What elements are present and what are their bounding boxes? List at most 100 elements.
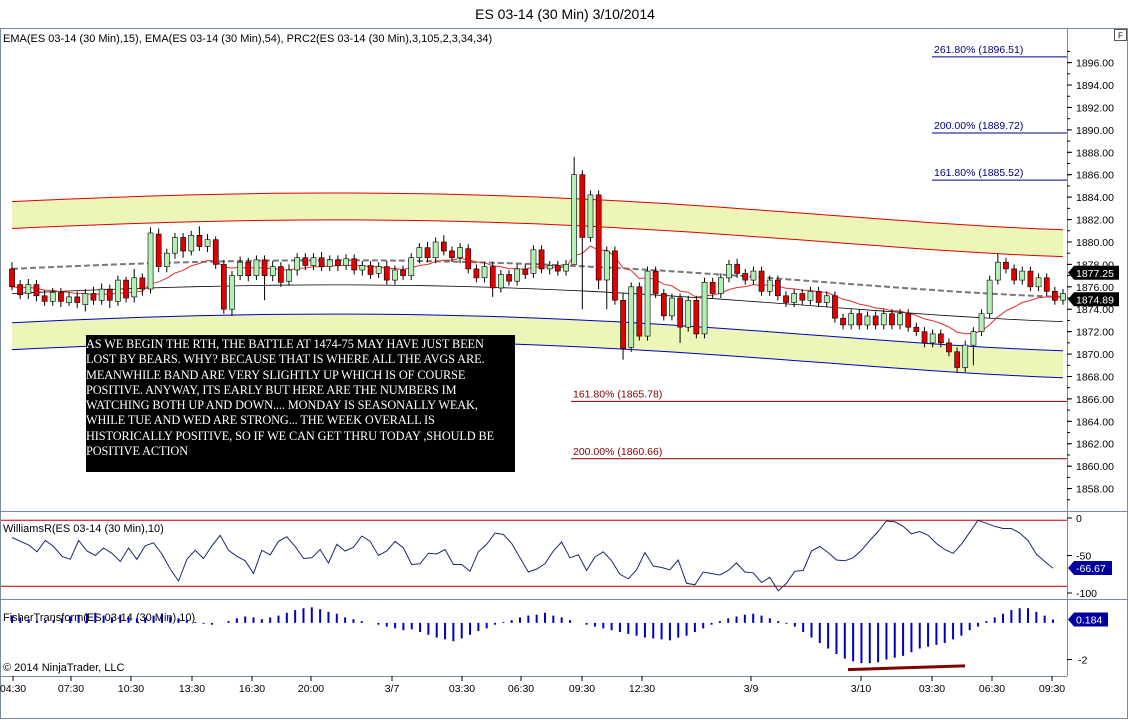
williams-tick-label: -100: [1076, 588, 1097, 600]
last-price-marker: [1068, 265, 1119, 280]
candle-body: [538, 249, 545, 270]
price-bands: [11, 192, 1064, 379]
ema-15-line: [11, 245, 1064, 335]
candle-body: [261, 259, 268, 276]
candle-body: [17, 284, 24, 296]
lower-band-inner: [11, 313, 1064, 352]
candle-body: [473, 268, 480, 279]
candle-body: [335, 259, 341, 266]
candle-body: [620, 299, 626, 349]
candle-body: [799, 293, 806, 301]
price-tick-label: 1872.00: [1076, 327, 1114, 339]
properties-button[interactable]: [1114, 29, 1127, 41]
williams-r-line: 0 -50 -100 -66.67: [1, 513, 1112, 600]
candle-body: [106, 288, 113, 301]
candle-body: [937, 333, 944, 344]
candle-body: [172, 237, 178, 254]
candle-body: [717, 277, 724, 294]
fib-level-label: 161.80% (1885.52): [934, 167, 1023, 179]
candle-body: [164, 252, 170, 267]
time-axis: 04:30 07:30 10:30 13:30 16:30 20:00 3/7 03:30 06…: [0, 676, 1065, 695]
candle-body: [685, 299, 692, 328]
price-tick-label: 1866.00: [1076, 394, 1114, 406]
fisher-transform-bars: -2 0.184: [11, 607, 1108, 672]
williams-label: WilliamsR(ES 03-14 (30 Min),10): [3, 523, 164, 535]
candle-body: [783, 295, 789, 303]
price-axis: 1858.00 1860.00 1862.00 1864.00 1866.00 1868.…: [1067, 50, 1114, 501]
candle-body: [302, 257, 309, 266]
time-tick-label: 09:30: [569, 683, 595, 695]
candle-body: [343, 258, 349, 266]
candle-body: [848, 313, 854, 326]
candle-body: [383, 266, 390, 281]
candle-body: [155, 233, 162, 267]
candle-body: [832, 295, 838, 319]
candle-body: [432, 241, 439, 258]
candle-body: [424, 247, 431, 259]
time-tick-label: 16:30: [239, 683, 265, 695]
last-price-marker: [1068, 292, 1119, 307]
candle-body: [82, 293, 89, 305]
candle-body: [286, 269, 292, 282]
candle-body: [326, 259, 333, 267]
candle-body: [465, 248, 472, 270]
candle-body: [970, 331, 977, 346]
candle-body: [660, 293, 667, 317]
candle-body: [978, 313, 985, 332]
candle-body: [115, 279, 121, 302]
price-tick-label: 1882.00: [1076, 215, 1114, 227]
candle-body: [962, 344, 969, 368]
candle-body: [416, 247, 423, 259]
time-tick-label: 09:30: [1039, 683, 1065, 695]
candle-body: [514, 268, 520, 282]
time-tick-label: 03:30: [449, 683, 475, 695]
candle-body: [49, 292, 56, 302]
candle-body: [954, 351, 960, 368]
candle-body: [41, 295, 48, 302]
candle-body: [603, 250, 610, 281]
fib-level-label: 200.00% (1889.72): [934, 120, 1023, 132]
candle-body: [1060, 293, 1066, 301]
candle-body: [1011, 268, 1017, 281]
candlesticks: [9, 156, 1066, 373]
candle-body: [986, 279, 993, 315]
time-tick-label: 12:30: [629, 683, 655, 695]
candle-body: [74, 296, 81, 303]
candle-body: [367, 265, 374, 275]
fisher-value-marker: [1068, 612, 1108, 627]
candle-body: [612, 250, 618, 301]
time-tick-label: 04:30: [0, 683, 26, 695]
candle-body: [742, 273, 749, 281]
price-tick-label: 1862.00: [1076, 439, 1114, 451]
candle-body: [25, 284, 32, 294]
time-tick-label: 13:30: [179, 683, 205, 695]
candle-body: [277, 266, 284, 283]
candle-body: [269, 266, 276, 276]
candle-body: [449, 250, 455, 258]
candle-body: [457, 247, 464, 259]
price-tick-label: 1876.00: [1076, 282, 1114, 294]
regression-midline: [11, 259, 1064, 298]
fisher-label: FisherTransform(ES 03-14 (30 Min),10): [3, 612, 195, 624]
candle-body: [693, 299, 700, 335]
candle-body: [237, 261, 244, 277]
time-tick-label: 06:30: [508, 683, 534, 695]
fisher-tick-label: -2: [1078, 655, 1087, 667]
candle-body: [758, 270, 765, 292]
price-tick-label: 1860.00: [1076, 461, 1114, 473]
price-tick-label: 1890.00: [1076, 125, 1114, 137]
price-tick-label: 1864.00: [1076, 416, 1114, 428]
candle-body: [994, 261, 1001, 281]
candle-body: [229, 275, 235, 310]
candle-body: [595, 194, 602, 281]
price-tick-label: 1894.00: [1076, 80, 1114, 92]
candle-body: [807, 290, 814, 301]
upper-band-inner: [11, 219, 1064, 258]
candle-body: [726, 264, 732, 279]
candle-body: [946, 342, 952, 353]
candle-body: [392, 269, 398, 281]
time-tick-label: 3/10: [851, 683, 872, 695]
candle-body: [139, 277, 146, 290]
candle-body: [310, 257, 317, 266]
